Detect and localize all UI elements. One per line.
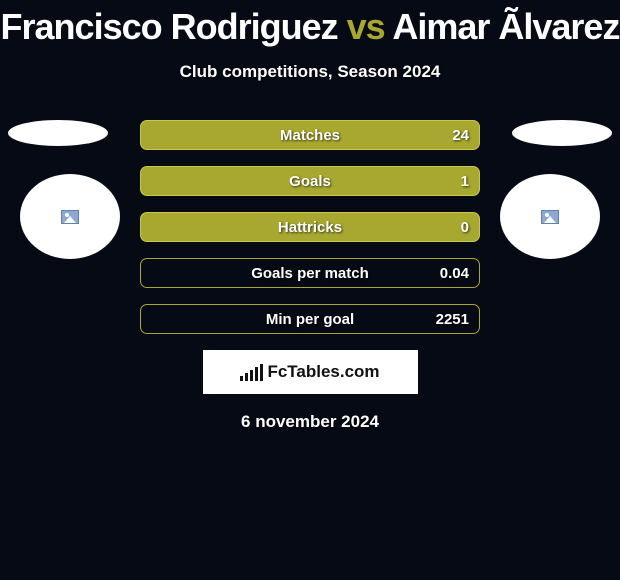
stat-label: Goals per match xyxy=(251,265,369,282)
stat-row-goals: Goals 1 xyxy=(140,166,480,196)
stat-value: 0 xyxy=(461,219,469,236)
logo-bar xyxy=(240,376,243,381)
stat-bars: Matches 24 Goals 1 Hattricks 0 Goals per… xyxy=(140,120,480,350)
stat-label: Matches xyxy=(280,127,340,144)
stat-row-gpm: Goals per match 0.04 xyxy=(140,258,480,288)
avatar-ellipse-right xyxy=(512,120,612,146)
avatar-circle-left xyxy=(20,174,120,259)
logo-bar xyxy=(260,364,263,381)
logo-bars-icon xyxy=(240,364,263,381)
stat-value: 2251 xyxy=(436,311,469,328)
date-text: 6 november 2024 xyxy=(0,412,620,432)
chart-area: Matches 24 Goals 1 Hattricks 0 Goals per… xyxy=(0,120,620,330)
stat-label: Hattricks xyxy=(278,219,342,236)
stat-row-matches: Matches 24 xyxy=(140,120,480,150)
image-placeholder-icon xyxy=(541,210,559,224)
avatar-circle-right xyxy=(500,174,600,259)
vs-text: vs xyxy=(347,6,385,47)
player1-name: Francisco Rodriguez xyxy=(1,6,338,47)
stat-row-mpg: Min per goal 2251 xyxy=(140,304,480,334)
logo-bar xyxy=(245,373,248,381)
logo-bar xyxy=(255,367,258,381)
stat-value: 1 xyxy=(461,173,469,190)
stat-label: Min per goal xyxy=(266,311,354,328)
player2-name: Aimar Ãlvarez xyxy=(392,6,619,47)
page-title: Francisco Rodriguez vs Aimar Ãlvarez xyxy=(0,0,620,48)
logo-bar xyxy=(250,370,253,381)
stat-value: 24 xyxy=(452,127,469,144)
logo-text: FcTables.com xyxy=(267,362,379,382)
avatar-ellipse-left xyxy=(8,120,108,146)
stat-value: 0.04 xyxy=(440,265,469,282)
logo-box: FcTables.com xyxy=(203,350,418,394)
stat-label: Goals xyxy=(289,173,331,190)
subtitle: Club competitions, Season 2024 xyxy=(0,62,620,82)
stat-row-hattricks: Hattricks 0 xyxy=(140,212,480,242)
fctables-logo: FcTables.com xyxy=(240,362,379,382)
image-placeholder-icon xyxy=(61,210,79,224)
